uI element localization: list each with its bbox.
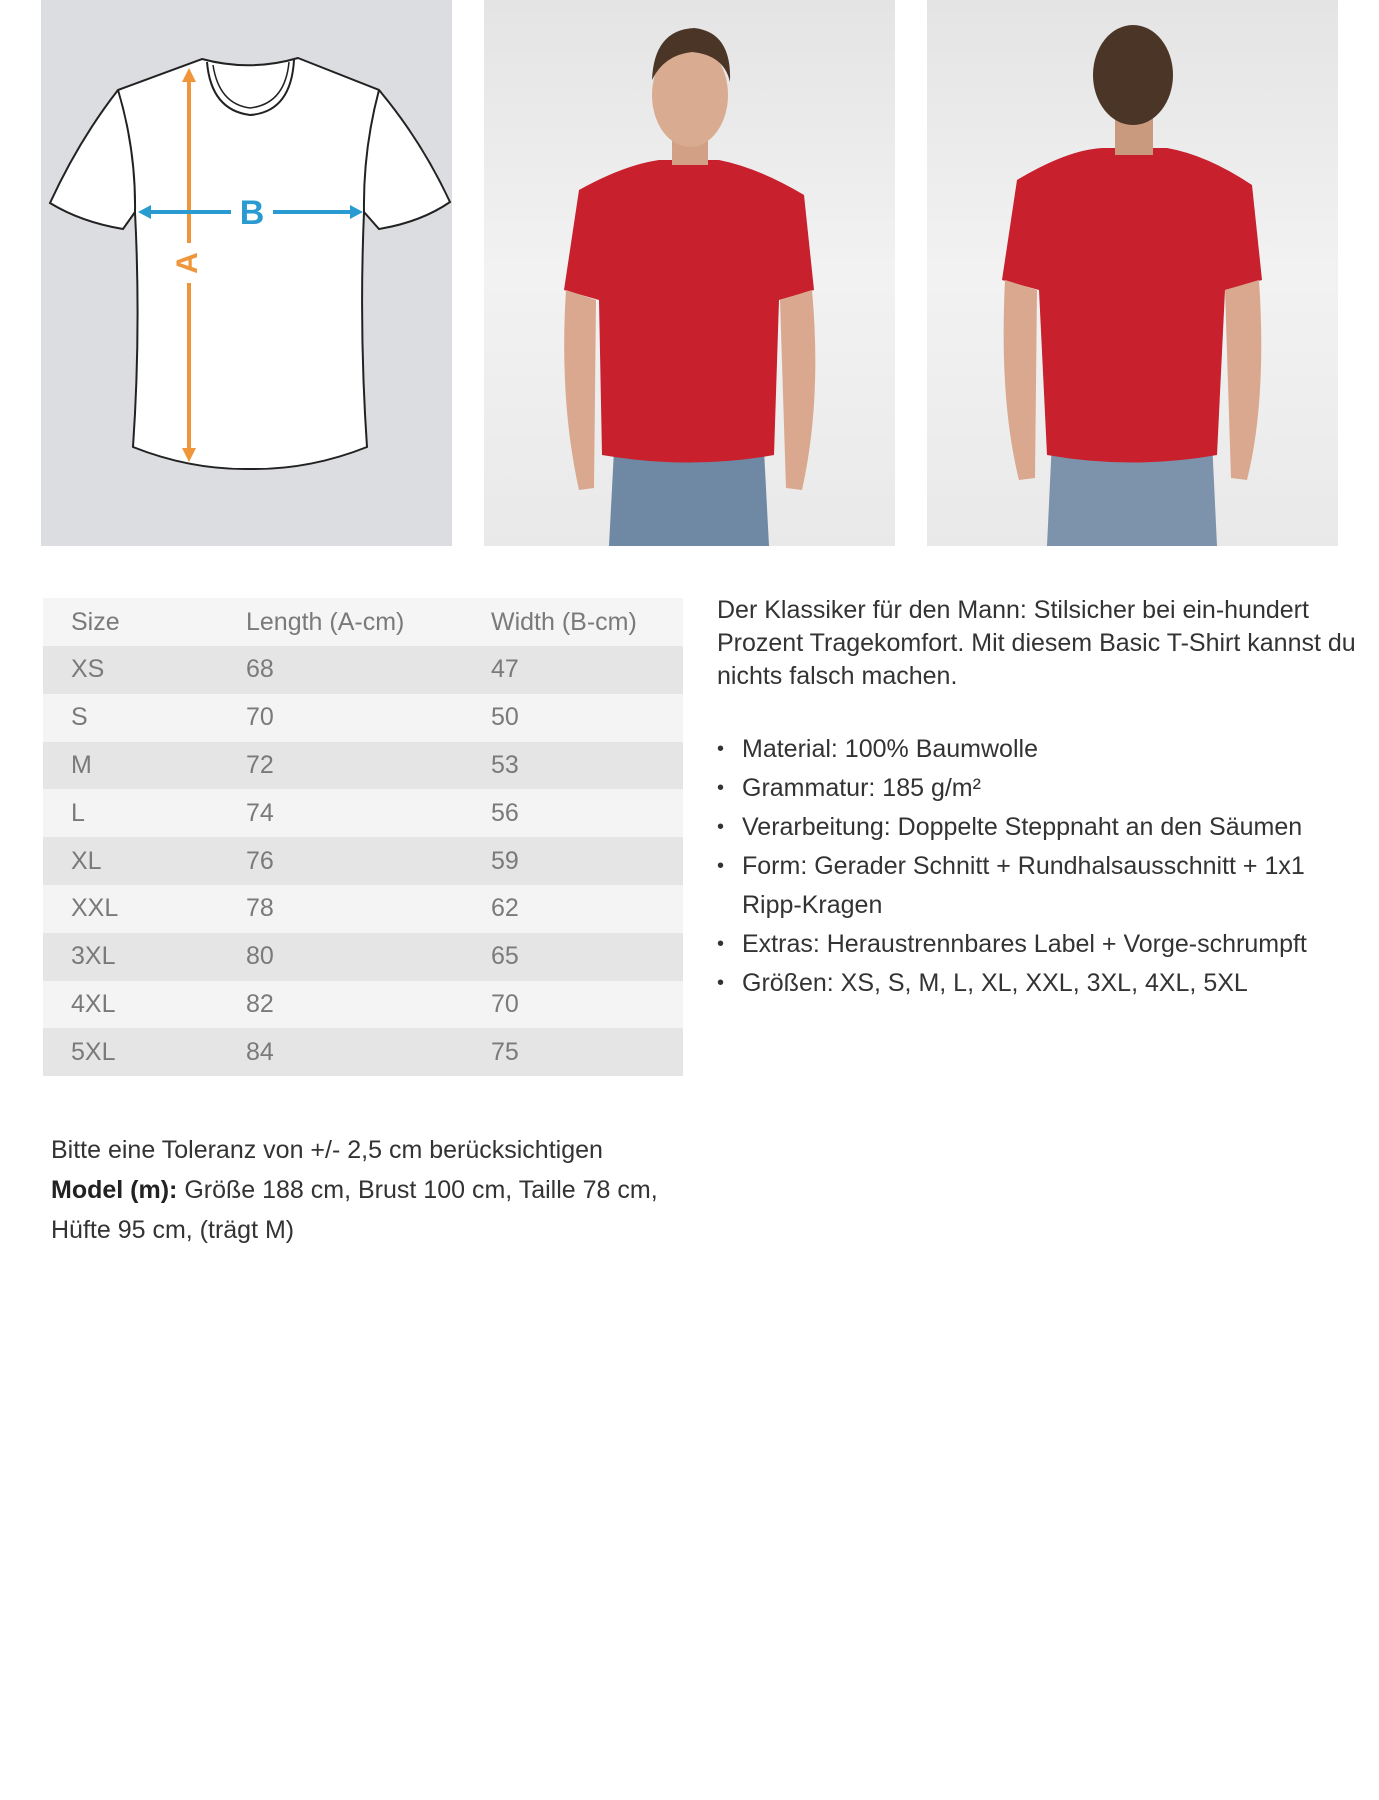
size-table: Size Length (A-cm) Width (B-cm) XS 68 47 S 7… [43, 598, 683, 1077]
cell-size: 5XL [43, 1028, 216, 1077]
cell-width: 75 [466, 1028, 683, 1077]
cell-size: XL [43, 837, 216, 885]
cell-width: 65 [466, 932, 683, 981]
feature-item: Grammatur: 185 g/m² [717, 769, 1357, 808]
table-row: XS 68 47 [43, 646, 683, 694]
table-row: L 74 56 [43, 789, 683, 838]
cell-length: 74 [216, 789, 466, 838]
cell-length: 78 [216, 884, 466, 933]
cell-length: 82 [216, 980, 466, 1029]
size-diagram: A B [41, 0, 452, 546]
cell-size: XXL [43, 884, 216, 933]
cell-width: 62 [466, 884, 683, 933]
cell-length: 70 [216, 693, 466, 742]
header-size: Size [43, 598, 216, 646]
cell-width: 59 [466, 837, 683, 885]
header-width: Width (B-cm) [466, 598, 683, 646]
cell-size: 3XL [43, 932, 216, 981]
length-arrow [182, 68, 196, 462]
cell-size: S [43, 693, 216, 742]
feature-item: Verarbeitung: Doppelte Steppnaht an den … [717, 808, 1357, 847]
cell-size: L [43, 789, 216, 838]
table-row: XXL 78 62 [43, 884, 683, 933]
header-length: Length (A-cm) [216, 598, 466, 646]
cell-size: M [43, 741, 216, 790]
cell-width: 70 [466, 980, 683, 1029]
cell-length: 80 [216, 932, 466, 981]
length-label: A [171, 252, 204, 274]
table-row: 5XL 84 75 [43, 1028, 683, 1077]
cell-length: 68 [216, 646, 466, 694]
cell-width: 53 [466, 741, 683, 790]
feature-item: Extras: Heraustrennbares Label + Vorge-s… [717, 925, 1357, 964]
table-row: S 70 50 [43, 693, 683, 742]
cell-length: 84 [216, 1028, 466, 1077]
fit-note: Bitte eine Toleranz von +/- 2,5 cm berüc… [51, 1130, 711, 1250]
cell-size: XS [43, 646, 216, 694]
cell-width: 56 [466, 789, 683, 838]
cell-width: 50 [466, 693, 683, 742]
feature-list: Material: 100% BaumwolleGrammatur: 185 g… [717, 730, 1357, 1003]
table-row: 3XL 80 65 [43, 932, 683, 981]
cell-width: 47 [466, 646, 683, 694]
feature-item: Material: 100% Baumwolle [717, 730, 1357, 769]
table-row: XL 76 59 [43, 837, 683, 885]
cell-size: 4XL [43, 980, 216, 1029]
feature-item: Größen: XS, S, M, L, XL, XXL, 3XL, 4XL, … [717, 964, 1357, 1003]
tshirt-outline-icon: A B [48, 56, 452, 471]
model-front-photo [484, 0, 895, 546]
feature-item: Form: Gerader Schnitt + Rundhalsausschni… [717, 847, 1357, 925]
size-table-header: Size Length (A-cm) Width (B-cm) [43, 598, 683, 646]
cell-length: 76 [216, 837, 466, 885]
table-row: M 72 53 [43, 741, 683, 790]
model-back-photo [927, 0, 1338, 546]
model-label: Model (m): [51, 1176, 178, 1204]
width-label: B [240, 194, 265, 232]
model-details: Größe 188 cm, Brust 100 cm, Taille 78 cm… [51, 1176, 658, 1244]
tolerance-text: Bitte eine Toleranz von +/- 2,5 cm berüc… [51, 1136, 603, 1164]
cell-length: 72 [216, 741, 466, 790]
table-row: 4XL 82 70 [43, 980, 683, 1029]
product-description: Der Klassiker für den Mann: Stilsicher b… [717, 596, 1356, 690]
width-arrow [138, 205, 363, 219]
